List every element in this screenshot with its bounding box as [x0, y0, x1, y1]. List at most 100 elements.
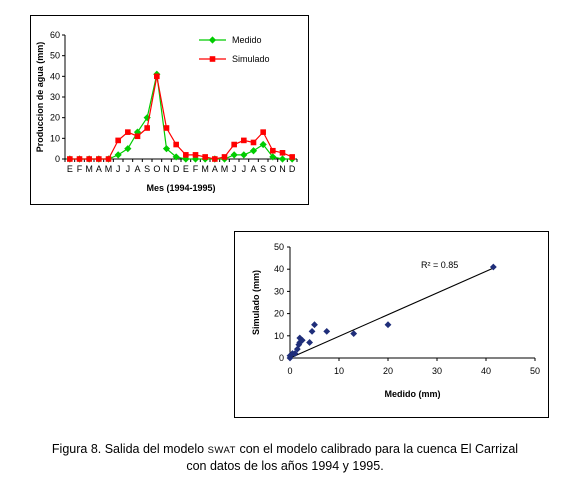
y-tick-label: 0: [279, 353, 284, 363]
y-tick-label: 30: [50, 92, 60, 102]
data-point-medido: [133, 128, 142, 136]
x-tick-label: A: [96, 164, 102, 174]
data-point-simulado: [154, 73, 160, 80]
legend-marker-simulado: [209, 56, 216, 62]
data-point-simulado: [260, 129, 266, 135]
x-tick-label: M: [105, 164, 113, 174]
caption-part1: Figura 8. Salida del modelo: [51, 442, 208, 456]
data-point-simulado: [134, 133, 141, 140]
y-tick-label: 20: [50, 113, 60, 123]
x-tick-label: 40: [481, 366, 491, 376]
x-tick-label: 10: [334, 366, 344, 376]
scatter-point: [350, 330, 358, 337]
x-axis-title: Medido (mm): [385, 389, 441, 399]
x-tick-label: N: [279, 164, 286, 174]
data-point-simulado: [163, 125, 170, 131]
data-point-simulado: [173, 141, 179, 148]
y-tick-label: 60: [50, 30, 60, 40]
x-tick-label: 20: [383, 366, 393, 376]
series-line-medido: [69, 74, 293, 160]
data-point-simulado: [67, 156, 73, 162]
x-tick-label: 30: [432, 366, 442, 376]
data-point-medido: [240, 151, 248, 159]
data-point-medido: [162, 145, 171, 153]
data-point-simulado: [144, 125, 150, 131]
scatter-point: [308, 327, 316, 335]
trend-line: [289, 266, 497, 359]
data-point-simulado: [105, 156, 112, 162]
data-point-simulado: [96, 156, 102, 162]
x-tick-label: S: [144, 164, 150, 174]
x-tick-label: J: [116, 164, 121, 174]
x-axis-title: Mes (1994-1995): [146, 183, 215, 193]
x-tick-label: F: [77, 164, 83, 174]
scatter-point: [306, 339, 313, 346]
y-tick-label: 10: [50, 133, 60, 143]
y-axis-title: Produccion de agua (mm): [35, 42, 45, 153]
data-point-medido: [249, 147, 258, 155]
scatter-chart: 0 10 20 30 40 50 0 10 20 30 40 50 Medido (mm) Simulad…: [234, 231, 549, 418]
x-tick-label: A: [212, 164, 218, 174]
y-axis-title: Simulado (mm): [251, 270, 261, 335]
data-point-simulado: [241, 137, 247, 144]
x-tick-label: A: [134, 164, 140, 174]
data-point-simulado: [76, 156, 83, 162]
scatter-point: [291, 350, 299, 357]
y-tick-label: 50: [274, 242, 284, 252]
y-tick-label: 20: [274, 309, 284, 319]
data-point-simulado: [125, 129, 131, 135]
x-tick-label: S: [260, 164, 266, 174]
x-tick-label: E: [67, 164, 73, 174]
data-point-simulado: [115, 137, 121, 144]
y-tick-label: 10: [274, 331, 284, 341]
x-tick-label: O: [153, 164, 160, 174]
series-line-simulado: [69, 76, 293, 160]
r-squared-annotation: R² = 0.85: [421, 260, 458, 270]
x-tick-label: J: [232, 164, 237, 174]
x-tick-label: M: [221, 164, 229, 174]
x-tick-label: E: [183, 164, 189, 174]
y-tick-label: 50: [50, 51, 60, 61]
legend-label-medido: Medido: [232, 35, 262, 45]
x-tick-label: A: [250, 164, 256, 174]
data-point-medido: [124, 145, 132, 153]
data-point-simulado: [212, 156, 218, 162]
scatter-point: [295, 341, 303, 349]
y-tick-label: 30: [274, 286, 284, 296]
legend-label-simulado: Simulado: [232, 54, 270, 64]
scatter-point: [293, 345, 301, 353]
x-tick-label: F: [193, 164, 199, 174]
legend-marker-medido: [208, 36, 217, 44]
scatter-point: [384, 321, 392, 329]
scatter-point: [489, 263, 497, 271]
data-point-medido: [114, 151, 122, 159]
data-point-simulado: [183, 152, 189, 158]
data-point-simulado: [221, 154, 228, 160]
data-point-medido: [278, 155, 287, 163]
data-point-simulado: [270, 147, 276, 154]
x-tick-label: D: [289, 164, 296, 174]
data-point-simulado: [86, 156, 92, 162]
x-tick-label: M: [85, 164, 93, 174]
x-tick-label: J: [242, 164, 247, 174]
x-tick-label: 0: [287, 366, 292, 376]
scatter-point: [323, 327, 331, 335]
monthly-production-chart: 0 10 20 30 40 50 60 E F M A M J J A S O N D E F M A M J J A S O N D Mes…: [30, 15, 309, 205]
scatter-point: [298, 336, 306, 344]
data-point-medido: [172, 153, 180, 161]
data-point-simulado: [202, 154, 208, 160]
x-tick-label: N: [163, 164, 170, 174]
scatter-chart-svg: 0 10 20 30 40 50 0 10 20 30 40 50 Medido (mm) Simulad…: [251, 242, 540, 399]
x-tick-label: J: [126, 164, 131, 174]
x-tick-label: D: [173, 164, 180, 174]
figure-caption: Figura 8. Salida del modelo SWAT con el …: [0, 441, 570, 459]
x-tick-label: O: [269, 164, 276, 174]
data-point-simulado: [231, 141, 237, 148]
data-point-simulado: [289, 154, 295, 160]
x-tick-label: 50: [530, 366, 540, 376]
data-point-simulado: [279, 150, 286, 156]
data-point-simulado: [192, 152, 199, 158]
y-tick-label: 0: [55, 154, 60, 164]
y-tick-label: 40: [274, 264, 284, 274]
